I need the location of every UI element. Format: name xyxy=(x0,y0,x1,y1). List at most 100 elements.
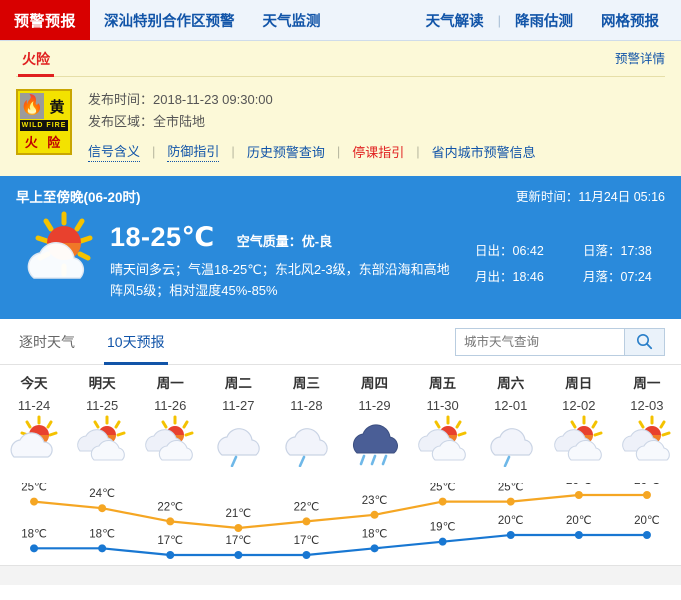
forecast-day-column[interactable]: 周一 12-03 xyxy=(613,373,681,465)
link-class-suspension[interactable]: 停课指引 xyxy=(352,144,405,160)
fire-risk-badge: 🔥 黄 WILD FIRE 火 险 xyxy=(16,89,72,155)
moonrise-moonset-row: 月出：18:46 月落：07:24 xyxy=(475,264,665,290)
forecast-period-label: 早上至傍晚(06-20时) xyxy=(16,190,141,205)
data-label: 25℃ xyxy=(430,483,456,494)
forecast-day-column[interactable]: 周三 11-28 xyxy=(272,373,340,467)
day-name: 周三 xyxy=(292,376,320,391)
link-history-query[interactable]: 历史预警查询 xyxy=(246,144,325,160)
sunset-value: 17:38 xyxy=(620,244,652,258)
day-date: 12-01 xyxy=(494,398,528,413)
data-label: 20℃ xyxy=(634,515,660,527)
forecast-day-column[interactable]: 周一 11-26 xyxy=(136,373,204,465)
day-name: 周四 xyxy=(361,376,389,391)
link-province-warnings[interactable]: 省内城市预警信息 xyxy=(431,144,536,160)
series-低温: 18℃ 18℃ 17℃ 17℃ 17℃ 18℃ 19℃ 20℃ 20℃ 20℃ xyxy=(21,515,660,559)
moonset: 月落：07:24 xyxy=(583,264,665,290)
data-point xyxy=(98,544,107,553)
link-separator: | xyxy=(152,144,156,159)
data-point xyxy=(98,504,107,513)
day-date: 12-02 xyxy=(562,398,596,413)
data-point xyxy=(370,544,379,553)
link-signal-meaning[interactable]: 信号含义 xyxy=(88,141,141,162)
day-date: 11-24 xyxy=(17,398,51,413)
cloudy-sun-icon xyxy=(68,415,136,465)
sun-moon-times: 日出：06:42 日落：17:38 月出：18:46 月落：07:24 xyxy=(475,238,665,290)
issue-area-label: 发布区域： xyxy=(88,114,154,129)
data-point xyxy=(302,551,311,559)
warning-detail-link[interactable]: 预警详情 xyxy=(614,52,665,66)
temperature-chart: 25℃24℃22℃21℃22℃23℃25℃25℃26℃26℃18℃18℃17℃1… xyxy=(0,483,681,565)
day-date: 12-03 xyxy=(630,398,664,413)
data-point xyxy=(302,517,311,526)
tab-hourly-weather[interactable]: 逐时天气 xyxy=(19,333,75,350)
page-footer xyxy=(0,565,681,585)
data-label: 26℃ xyxy=(634,483,660,487)
data-point xyxy=(574,531,583,539)
forecast-day-column[interactable]: 周日 12-02 xyxy=(545,373,613,465)
search-button[interactable] xyxy=(624,328,664,355)
data-point xyxy=(642,491,651,499)
moonrise: 月出：18:46 xyxy=(475,264,557,290)
forecast-day-column[interactable]: 周四 11-29 xyxy=(340,373,408,466)
sunset-label: 日落： xyxy=(583,244,621,258)
day-name: 周一 xyxy=(156,376,184,391)
sunrise-label: 日出： xyxy=(475,244,513,258)
update-time-value: 11月24日 05:16 xyxy=(578,190,665,204)
warning-links-row: 信号含义 | 防御指引 | 历史预警查询 | 停课指引 | 省内城市预警信息 xyxy=(88,141,665,162)
forecast-day-column[interactable]: 周六 12-01 xyxy=(477,373,545,467)
link-separator: | xyxy=(336,144,341,159)
forecast-day-column[interactable]: 今天 11-24 xyxy=(0,373,68,465)
day-date: 11-28 xyxy=(290,398,323,413)
nav-left-group: 深汕特别合作区预警 天气监测 xyxy=(90,0,335,40)
data-label: 22℃ xyxy=(157,501,183,513)
day-date: 11-29 xyxy=(358,398,391,413)
data-point xyxy=(506,497,515,506)
forecast-day-column[interactable]: 周二 11-27 xyxy=(204,373,272,467)
weather-description: 晴天间多云；气温18-25℃；东北风2-3级，东部沿海和高地阵风5级；相对湿度4… xyxy=(110,262,450,298)
forecast-day-column[interactable]: 明天 11-25 xyxy=(68,373,136,465)
sunrise-value: 06:42 xyxy=(512,244,544,258)
data-point xyxy=(642,531,651,539)
day-name: 今天 xyxy=(20,376,48,391)
warning-tab-bar: 火险 预警详情 xyxy=(16,41,665,77)
nav-divider: | xyxy=(497,12,501,28)
data-label: 25℃ xyxy=(498,483,524,494)
series-高温: 25℃ 24℃ 22℃ 21℃ 22℃ 23℃ 25℃ 25℃ 26℃ 26℃ xyxy=(21,483,660,532)
temperature-range: 18-25℃ xyxy=(110,222,215,252)
nav-item-monitoring[interactable]: 天气监测 xyxy=(262,13,321,30)
data-label: 22℃ xyxy=(294,501,320,513)
tab-fire-risk[interactable]: 火险 xyxy=(16,49,56,77)
data-point xyxy=(166,517,175,526)
cloudy-sun-icon xyxy=(409,415,477,465)
day-date: 11-30 xyxy=(426,398,459,413)
today-panel-text: 18-25℃ 空气质量：优-良 晴天间多云；气温18-25℃；东北风2-3级，东… xyxy=(102,210,665,301)
forecast-day-column[interactable]: 周五 11-30 xyxy=(409,373,477,465)
badge-wildfire-text: WILD FIRE xyxy=(20,120,68,131)
cloudy-sun-icon xyxy=(136,415,204,465)
sunrise-sunset-row: 日出：06:42 日落：17:38 xyxy=(475,238,665,264)
badge-level-char: 黄 xyxy=(46,93,68,119)
issue-time-label: 发布时间： xyxy=(88,92,154,107)
badge-top-row: 🔥 黄 xyxy=(20,93,68,119)
sun-behind-cloud-icon xyxy=(16,210,102,290)
data-point xyxy=(234,524,243,532)
nav-item-interpretation[interactable]: 天气解读 xyxy=(425,13,484,30)
nav-item-rain-estimate[interactable]: 降雨估测 xyxy=(515,13,573,30)
temperature-row: 18-25℃ 空气质量：优-良 xyxy=(110,222,665,253)
rain-icon xyxy=(477,417,545,467)
nav-item-grid-forecast[interactable]: 网格预报 xyxy=(601,13,659,30)
rain-icon xyxy=(204,417,272,467)
data-label: 18℃ xyxy=(21,528,47,540)
search-input[interactable] xyxy=(456,328,624,355)
nav-item-primary[interactable]: 预警预报 xyxy=(0,0,91,40)
tab-ten-day-forecast[interactable]: 10天预报 xyxy=(104,319,168,365)
day-name: 明天 xyxy=(88,376,116,391)
link-separator: | xyxy=(416,144,420,159)
nav-item-shenshan[interactable]: 深汕特别合作区预警 xyxy=(104,13,235,30)
sunset: 日落：17:38 xyxy=(583,238,665,264)
link-defense-guide[interactable]: 防御指引 xyxy=(167,141,220,162)
day-name: 周五 xyxy=(429,376,457,391)
data-point xyxy=(166,551,175,559)
link-separator: | xyxy=(231,144,235,159)
day-date: 11-27 xyxy=(222,398,255,413)
